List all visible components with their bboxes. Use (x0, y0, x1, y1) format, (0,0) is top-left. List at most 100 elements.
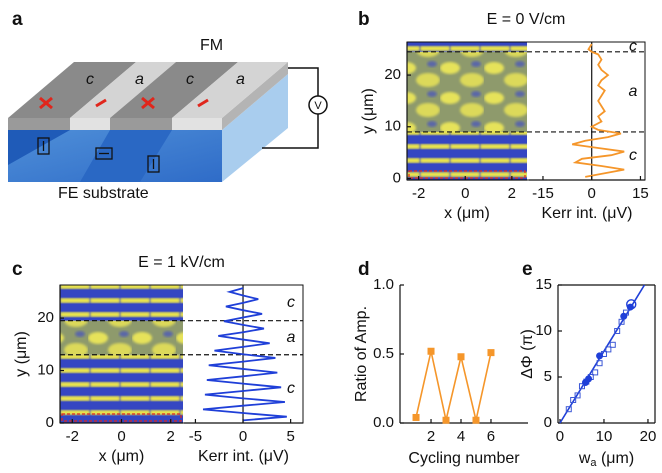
y-tick-label: 10 (384, 118, 401, 135)
y-tick-label: 0 (393, 169, 401, 186)
domain-label: a (135, 71, 144, 88)
y-tick-label: 1.0 (373, 276, 394, 293)
domain-shade (8, 130, 70, 165)
panel-label: c (12, 259, 23, 280)
y-tick-label: 5 (544, 368, 552, 385)
x-axis-label: Cycling number (408, 450, 520, 467)
roi-box (408, 170, 526, 179)
x-tick-label: 2 (508, 185, 516, 202)
kerr-image (407, 131, 527, 180)
kerr-image (60, 354, 183, 423)
x-tick-label: -15 (532, 185, 554, 202)
polarization-boxes (37, 137, 160, 173)
voltmeter (308, 95, 328, 115)
data-point (618, 318, 625, 325)
region-label: c (629, 38, 637, 55)
fm-front (70, 118, 110, 130)
substrate-label: FE substrate (58, 185, 149, 202)
panel-label: e (522, 259, 533, 280)
data-point (412, 413, 420, 421)
x-tick-label: 0 (117, 428, 125, 445)
fm-front (8, 118, 222, 130)
y-tick-label: 0.5 (373, 345, 394, 362)
x-axis-label: x (μm) (444, 205, 490, 222)
panel-label: b (358, 9, 370, 30)
x-tick-label: -5 (189, 428, 202, 445)
data-point (620, 312, 628, 320)
data-point (578, 383, 585, 390)
x-tick-label: 0 (556, 428, 564, 445)
meter-label: V (314, 100, 322, 112)
x-axis-label: x (μm) (99, 448, 145, 465)
data-point (574, 392, 581, 399)
kerr-profile (202, 287, 287, 422)
data-point (427, 347, 435, 355)
y-tick-label: 0 (46, 414, 54, 431)
kerr-image (407, 42, 527, 52)
y-tick-label: 15 (535, 276, 552, 293)
domain-label: c (86, 71, 94, 88)
data-line (415, 351, 492, 421)
region-label: a (287, 329, 296, 346)
x-tick-label: 0 (461, 185, 469, 202)
x-tick-label: 2 (167, 428, 175, 445)
region-label: c (629, 147, 637, 164)
red-marks (39, 96, 209, 110)
data-point (592, 369, 599, 376)
data-point (565, 406, 572, 413)
y-tick-label: 10 (37, 361, 54, 378)
kerr-profile (571, 43, 625, 178)
x-axis-label: Kerr int. (μV) (198, 448, 289, 465)
data-point (596, 352, 604, 360)
substrate-side (222, 74, 288, 182)
x-tick-label: -2 (66, 428, 79, 445)
y-tick-label: 10 (535, 322, 552, 339)
y-axis-label: Ratio of Amp. (353, 306, 370, 402)
y-tick-label: 20 (37, 309, 54, 326)
data-point (614, 328, 621, 334)
x-axis-label: wa (μm) (578, 450, 634, 469)
x-label-sub: a (590, 457, 597, 469)
domain-c (8, 62, 136, 118)
schematic: V a FM c a c a FE substrate (8, 9, 328, 202)
panel-label: a (12, 9, 23, 30)
domain-c (110, 62, 238, 118)
kerr-image (60, 320, 183, 355)
x-tick-label: 20 (640, 428, 657, 445)
domain-label: c (186, 71, 194, 88)
panel-label: d (358, 259, 370, 280)
kerr-image (407, 51, 527, 132)
y-axis-label: y (μm) (360, 88, 377, 134)
region-label: c (287, 380, 295, 397)
x-tick-label: 15 (632, 185, 649, 202)
chart-title: E = 1 kV/cm (138, 254, 225, 271)
fm-side (222, 62, 288, 130)
domain-shade (80, 130, 172, 182)
data-point (626, 299, 637, 310)
x-tick-label: 6 (487, 428, 495, 445)
x-tick-label: 2 (427, 428, 435, 445)
region-label: a (629, 83, 638, 100)
chart-title: E = 0 V/cm (487, 11, 566, 28)
kerr-image (60, 285, 183, 321)
data-point (609, 341, 616, 348)
data-point (442, 416, 450, 424)
x-tick-label: 0 (239, 428, 247, 445)
data-point (605, 346, 612, 353)
y-tick-label: 0 (544, 414, 552, 431)
x-label-main: w (578, 450, 591, 467)
x-tick-label: 4 (457, 428, 465, 445)
fm-front (172, 118, 222, 130)
x-axis-label: Kerr int. (μV) (541, 205, 632, 222)
region-label: c (287, 294, 295, 311)
x-label-unit: (μm) (597, 450, 635, 467)
data-point (570, 397, 577, 403)
data-point (472, 416, 480, 424)
data-point (596, 360, 603, 367)
y-tick-label: 20 (384, 66, 401, 83)
y-axis-label: ΔΦ (π) (519, 329, 536, 379)
x-tick-label: -2 (412, 185, 425, 202)
layer-label: FM (200, 37, 223, 54)
domain-label: a (236, 71, 245, 88)
